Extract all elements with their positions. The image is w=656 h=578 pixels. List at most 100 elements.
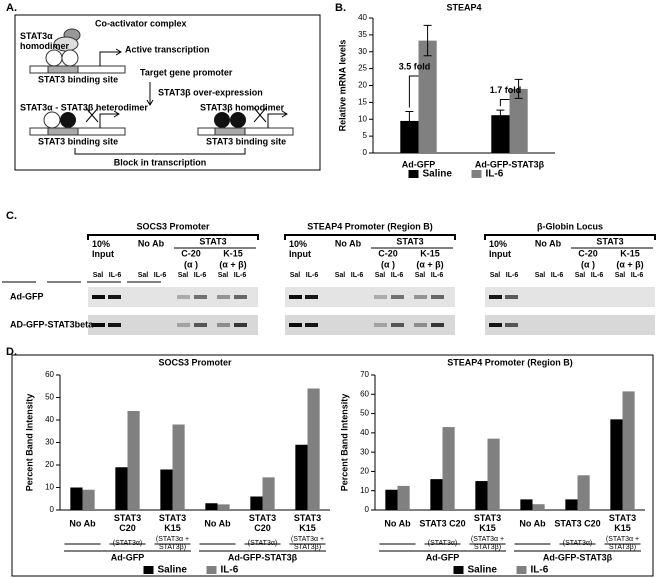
- bar: [491, 115, 510, 153]
- gel-title: β-Globin Locus: [537, 221, 603, 231]
- label: Target gene promoter: [140, 67, 233, 77]
- y-tick-label: 40: [360, 428, 369, 437]
- lane-label: IL-6: [631, 272, 644, 279]
- gel-band: [217, 295, 230, 299]
- lane-label: Sal: [375, 272, 386, 279]
- y-tick-label: 50: [360, 409, 369, 418]
- bar: [217, 504, 230, 510]
- binding-site: [47, 65, 79, 74]
- category-note: (STAT3α): [563, 540, 592, 547]
- gel-band: [194, 295, 207, 299]
- gel-band: [234, 295, 247, 299]
- y-tick-label: 20: [358, 81, 367, 90]
- lane-label: Sal: [490, 272, 501, 279]
- lane-label: IL-6: [431, 272, 444, 279]
- y-axis-label: Percent Band Intensity: [24, 394, 34, 492]
- column-header: No Ab: [335, 238, 362, 248]
- lane-label: IL-6: [234, 272, 247, 279]
- group-label: Ad-GFP-STAT3β: [228, 552, 298, 562]
- diagram: Co-activator complex STAT3α homodimer Act…: [14, 14, 321, 171]
- legend-swatch: [471, 170, 482, 178]
- annotation: 3.5 fold: [399, 61, 431, 71]
- y-axis-label: Percent Band Intensity: [339, 394, 349, 492]
- column-header: No Ab: [535, 238, 562, 248]
- legend-label: Saline: [423, 169, 453, 180]
- chart-title: STEAP4 Promoter (Region B): [447, 357, 573, 367]
- gel-image: [485, 287, 655, 307]
- stat3b: [214, 112, 230, 128]
- bar: [160, 469, 173, 510]
- column-header: K-15: [620, 248, 640, 258]
- legend-swatch: [408, 170, 419, 178]
- x-tick-label: Ad-GFP: [402, 159, 436, 169]
- column-header: STAT3: [596, 236, 623, 246]
- legend-swatch: [516, 566, 527, 574]
- lane-label: Sal: [415, 272, 426, 279]
- y-axis-label: Relative mRNA levels: [337, 40, 347, 132]
- fold-bracket: [499, 99, 510, 107]
- legend-label: IL-6: [531, 565, 549, 576]
- stat3a: [61, 49, 79, 67]
- chart-title: SOCS3 Promoter: [158, 357, 232, 367]
- bracket: [87, 234, 259, 240]
- column-header: STAT3: [199, 236, 226, 246]
- gel-image: [285, 315, 455, 335]
- legend-label: Saline: [158, 565, 188, 576]
- lane-label: IL-6: [109, 272, 122, 279]
- category-note: (STAT3α + STAT3β): [291, 536, 324, 551]
- bracket: [74, 148, 246, 155]
- gel-band: [391, 323, 404, 327]
- stat3b: [60, 112, 76, 128]
- row-label: AD-GFP-STAT3beta: [10, 319, 94, 329]
- gel-band: [391, 295, 404, 299]
- chart-title: STEAP4: [446, 2, 481, 12]
- gel-band: [414, 295, 427, 299]
- y-tick-label: 70: [360, 370, 369, 379]
- bar: [487, 438, 500, 510]
- column-header: K-15: [420, 248, 440, 258]
- x-tick-label: STAT3 K15: [159, 513, 186, 533]
- stat3b: [230, 112, 246, 128]
- lane-label: Sal: [138, 272, 149, 279]
- bar: [295, 444, 308, 510]
- gel-band: [108, 295, 121, 299]
- x-tick-label: STAT3 C20: [419, 518, 465, 528]
- x-tick-label: STAT3 C20: [249, 513, 276, 533]
- y-tick-label: 35: [358, 30, 367, 39]
- x-tick-label: STAT3 K15: [474, 513, 501, 533]
- error-bar: [423, 24, 432, 57]
- lane-label: Sal: [575, 272, 586, 279]
- label: STAT3β homodimer: [200, 102, 285, 112]
- column-header: C-20: [181, 248, 201, 258]
- bar: [82, 489, 95, 510]
- column-header: (α + β): [219, 259, 246, 269]
- y-tick-label: 20: [360, 467, 369, 476]
- group-label: Ad-GFP-STAT3β: [543, 552, 613, 562]
- y-tick-label: 50: [45, 393, 54, 402]
- category-note: (STAT3α + STAT3β): [471, 536, 504, 551]
- x-tick-label: STAT3 C20: [554, 518, 600, 528]
- lane-label: IL-6: [506, 272, 519, 279]
- label: STAT3α - STAT3β heterodimer: [20, 102, 148, 112]
- y-tick-label: 0: [363, 148, 368, 157]
- y-tick-label: 25: [358, 64, 367, 73]
- error-bar: [514, 78, 523, 99]
- panel-label: A.: [6, 2, 17, 14]
- bracket: [284, 234, 456, 240]
- x-tick-label: STAT3 C20: [114, 513, 141, 533]
- gel-band: [305, 323, 318, 327]
- lane-label: IL-6: [351, 272, 364, 279]
- category-note: (STAT3α + STAT3β): [606, 536, 639, 551]
- column-header: 10% Input: [289, 239, 311, 259]
- bar: [70, 487, 83, 510]
- bar: [385, 489, 398, 510]
- category-note: (STAT3α): [113, 540, 142, 547]
- lane-label: IL-6: [154, 272, 167, 279]
- arrow: [146, 99, 154, 106]
- legend-label: Saline: [468, 565, 498, 576]
- bar: [205, 503, 218, 510]
- panel-label: D.: [6, 346, 17, 358]
- label: Active transcription: [125, 44, 210, 54]
- column-header: 10% Input: [92, 239, 114, 259]
